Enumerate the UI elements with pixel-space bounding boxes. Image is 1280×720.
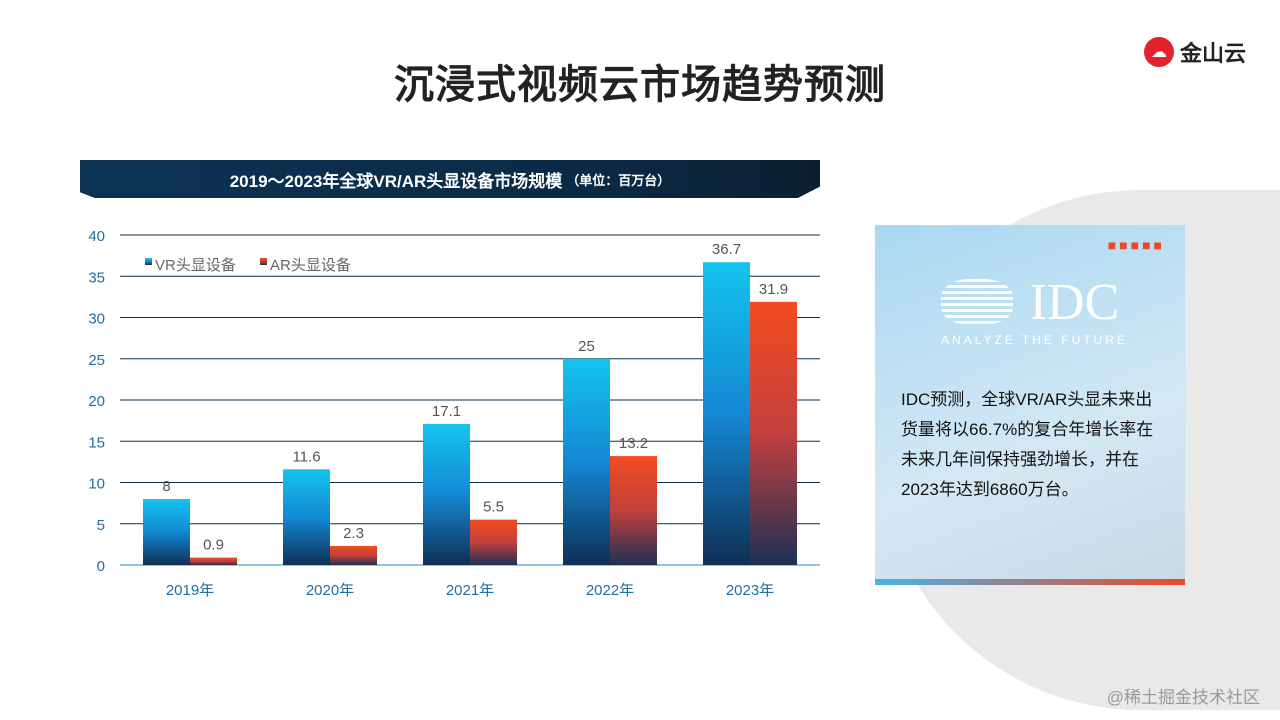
legend-swatch xyxy=(260,258,267,265)
x-tick-label: 2021年 xyxy=(446,582,494,599)
bar-ar xyxy=(610,456,657,565)
y-tick-label: 20 xyxy=(88,393,105,410)
legend-swatch xyxy=(145,258,152,265)
bar-chart: 0 5 10 15 20 25 30 35 40 2019年 8 0.9 2020年 11.6 2.3 202… xyxy=(88,228,820,599)
banner-title: 2019～2023年全球VR/AR头显设备市场规模 xyxy=(229,171,563,191)
idc-globe-icon xyxy=(941,279,1013,325)
banner-unit: （单位：百万台） xyxy=(566,172,671,188)
y-tick-label: 0 xyxy=(97,558,105,575)
idc-logo: IDC ANALYZE THE FUTURE xyxy=(941,275,1128,347)
y-tick-label: 10 xyxy=(88,476,105,493)
y-tick-label: 15 xyxy=(88,434,105,451)
bar-vr xyxy=(563,358,610,565)
data-label: 36.7 xyxy=(712,241,741,258)
bar-ar xyxy=(190,557,237,565)
y-tick-label: 5 xyxy=(97,517,105,534)
data-label: 8 xyxy=(162,478,170,495)
x-tick-label: 2020年 xyxy=(306,582,354,599)
legend-label: AR头显设备 xyxy=(270,257,351,274)
data-label: 17.1 xyxy=(432,403,461,420)
bar-vr xyxy=(703,262,750,565)
cloud-icon: ☁ xyxy=(1143,37,1174,67)
idc-name: IDC xyxy=(1029,274,1120,331)
x-tick-label: 2022年 xyxy=(586,582,634,599)
y-tick-label: 35 xyxy=(88,269,105,286)
bar-ar xyxy=(750,301,797,565)
bar-vr xyxy=(423,423,470,565)
bar-vr xyxy=(143,499,190,565)
bar-ar xyxy=(330,546,377,565)
page-title: 沉浸式视频云市场趋势预测 xyxy=(394,63,886,107)
logo-text: 金山云 xyxy=(1179,41,1246,66)
idc-tagline: ANALYZE THE FUTURE xyxy=(941,333,1128,347)
y-tick-label: 30 xyxy=(88,311,105,328)
chart-banner: 2019～2023年全球VR/AR头显设备市场规模 （单位：百万台） xyxy=(80,160,820,198)
data-label: 5.5 xyxy=(483,499,504,516)
legend-label: VR头显设备 xyxy=(155,257,236,274)
watermark: @稀土掘金技术社区 xyxy=(1106,688,1260,707)
data-label: 31.9 xyxy=(759,281,788,298)
data-label: 2.3 xyxy=(343,525,364,542)
card-accent-bar xyxy=(875,579,1185,585)
decorative-dots: ■■■■■ xyxy=(1107,237,1165,253)
x-tick-label: 2023年 xyxy=(726,582,774,599)
x-tick-label: 2019年 xyxy=(166,582,214,599)
bar-ar xyxy=(470,519,517,565)
idc-forecast-text: IDC预测，全球VR/AR头显未来出货量将以66.7%的复合年增长率在未来几年间… xyxy=(901,390,1154,499)
bar-vr xyxy=(283,469,330,565)
data-label: 13.2 xyxy=(619,435,648,452)
y-tick-label: 25 xyxy=(88,352,105,369)
brand-logo: ☁ 金山云 xyxy=(1143,36,1246,68)
data-label: 0.9 xyxy=(203,537,224,554)
y-tick-label: 40 xyxy=(88,228,105,245)
idc-card: ■■■■■ IDC ANALYZE THE FUTURE IDC预测，全球VR/A… xyxy=(875,225,1185,585)
data-label: 11.6 xyxy=(292,448,320,465)
data-label: 25 xyxy=(578,338,595,355)
